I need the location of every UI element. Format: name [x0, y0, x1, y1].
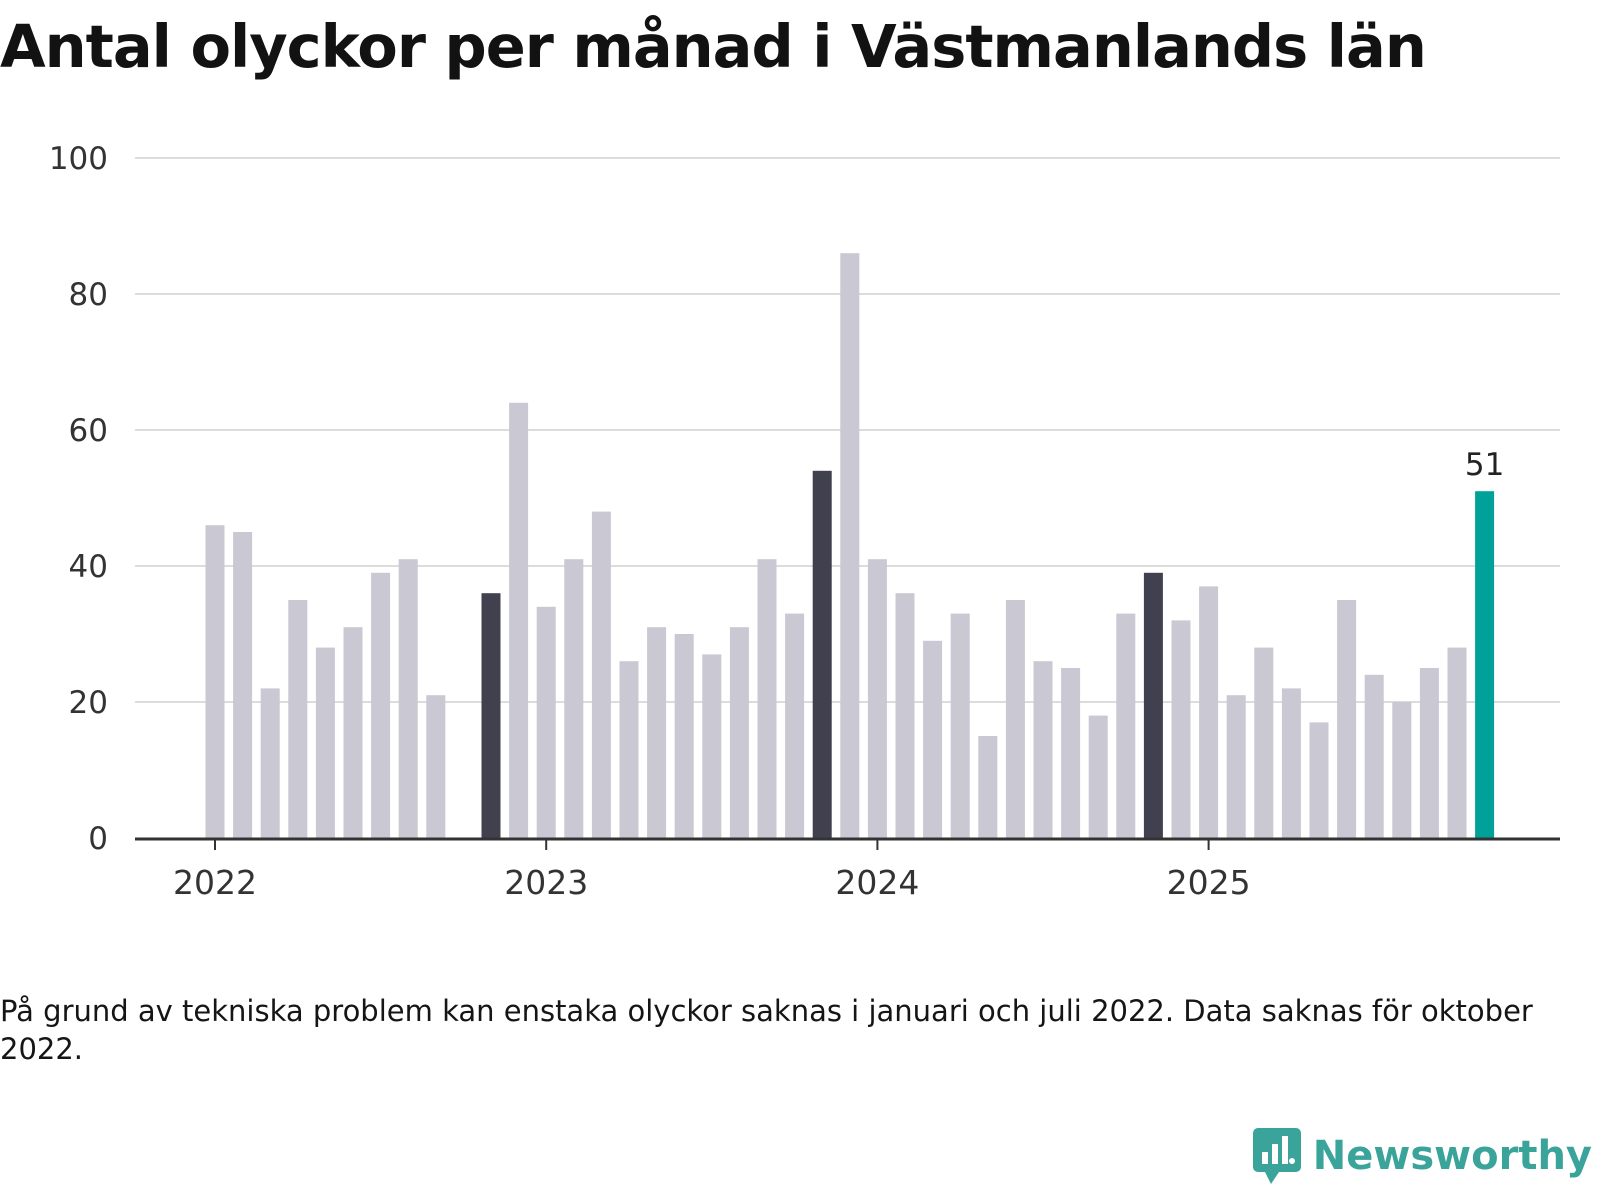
- footnote: På grund av tekniska problem kan enstaka…: [0, 994, 1533, 1066]
- bar-2023-12: [840, 253, 860, 838]
- bar-2023-02: [564, 559, 584, 838]
- bar-2022-03: [260, 688, 280, 838]
- bar-2022-09: [426, 695, 446, 838]
- bar-2025-11: [1475, 491, 1495, 838]
- bar-2024-01: [867, 559, 887, 838]
- x-tick-label-2023: 2023: [504, 863, 588, 900]
- bar-2022-05: [315, 647, 335, 838]
- bar-2024-03: [923, 640, 943, 838]
- bar-2024-11: [1143, 572, 1163, 838]
- bar-2023-10: [785, 613, 805, 838]
- bar-2023-06: [674, 634, 694, 838]
- bar-2024-07: [1033, 661, 1053, 838]
- bar-2022-08: [398, 559, 418, 838]
- bar-2025-09: [1419, 668, 1439, 838]
- bars: [205, 253, 1495, 838]
- bar-labels: 51: [1465, 447, 1504, 483]
- bar-2023-07: [702, 654, 722, 838]
- bar-2025-10: [1447, 647, 1467, 838]
- y-tick-label: 60: [69, 413, 108, 449]
- bar-2025-06: [1337, 600, 1357, 838]
- bar-2023-09: [757, 559, 777, 838]
- bar-2022-04: [288, 600, 308, 838]
- bar-2023-11: [812, 470, 832, 838]
- bar-2023-04: [619, 661, 639, 838]
- bar-2024-06: [1005, 600, 1025, 838]
- x-tick-label-2022: 2022: [173, 863, 257, 900]
- bar-2022-01: [205, 525, 225, 838]
- latest-value-label: 51: [1465, 447, 1504, 483]
- x-tick-label-2025: 2025: [1167, 863, 1251, 900]
- bar-2024-05: [978, 736, 998, 838]
- bar-2025-04: [1281, 688, 1301, 838]
- y-tick-label: 0: [88, 821, 108, 857]
- bar-2024-09: [1088, 715, 1108, 838]
- x-tick-label-2024: 2024: [835, 863, 919, 900]
- bar-2023-05: [647, 627, 667, 838]
- y-tick-label: 40: [69, 549, 108, 585]
- x-axis: 2022 2023 2024 2025: [135, 837, 1560, 900]
- bar-2024-02: [895, 593, 915, 838]
- bar-2022-06: [343, 627, 363, 838]
- bar-2022-07: [371, 572, 391, 838]
- bar-2025-05: [1309, 722, 1329, 838]
- bar-2023-03: [591, 511, 611, 838]
- newsworthy-logo-icon: [1252, 1128, 1301, 1184]
- bar-2024-04: [950, 613, 970, 838]
- bar-2024-08: [1061, 668, 1081, 838]
- bar-2023-08: [729, 627, 749, 838]
- brand-logo: Newsworthy: [1251, 1126, 1592, 1186]
- bar-chart: 0 20 40 60 80 100 51 2022 2023 2024 2025: [49, 141, 1560, 900]
- chart-title: Antal olyckor per månad i Västmanlands l…: [0, 12, 1427, 81]
- y-tick-label: 100: [49, 141, 108, 177]
- bar-2025-07: [1364, 674, 1384, 838]
- bar-2023-01: [536, 606, 556, 838]
- bar-2025-03: [1254, 647, 1274, 838]
- bar-2024-10: [1116, 613, 1136, 838]
- y-tick-label: 20: [69, 685, 108, 721]
- bar-2024-12: [1171, 620, 1191, 838]
- bar-2022-11: [481, 593, 501, 838]
- y-axis-ticks: 0 20 40 60 80 100: [49, 141, 108, 857]
- brand-name: Newsworthy: [1312, 1133, 1592, 1179]
- bar-2025-01: [1199, 586, 1219, 838]
- y-tick-label: 80: [69, 277, 108, 313]
- bar-2025-02: [1226, 695, 1246, 838]
- bar-2025-08: [1392, 702, 1412, 838]
- bar-2022-02: [233, 532, 253, 838]
- bar-2022-12: [509, 402, 529, 838]
